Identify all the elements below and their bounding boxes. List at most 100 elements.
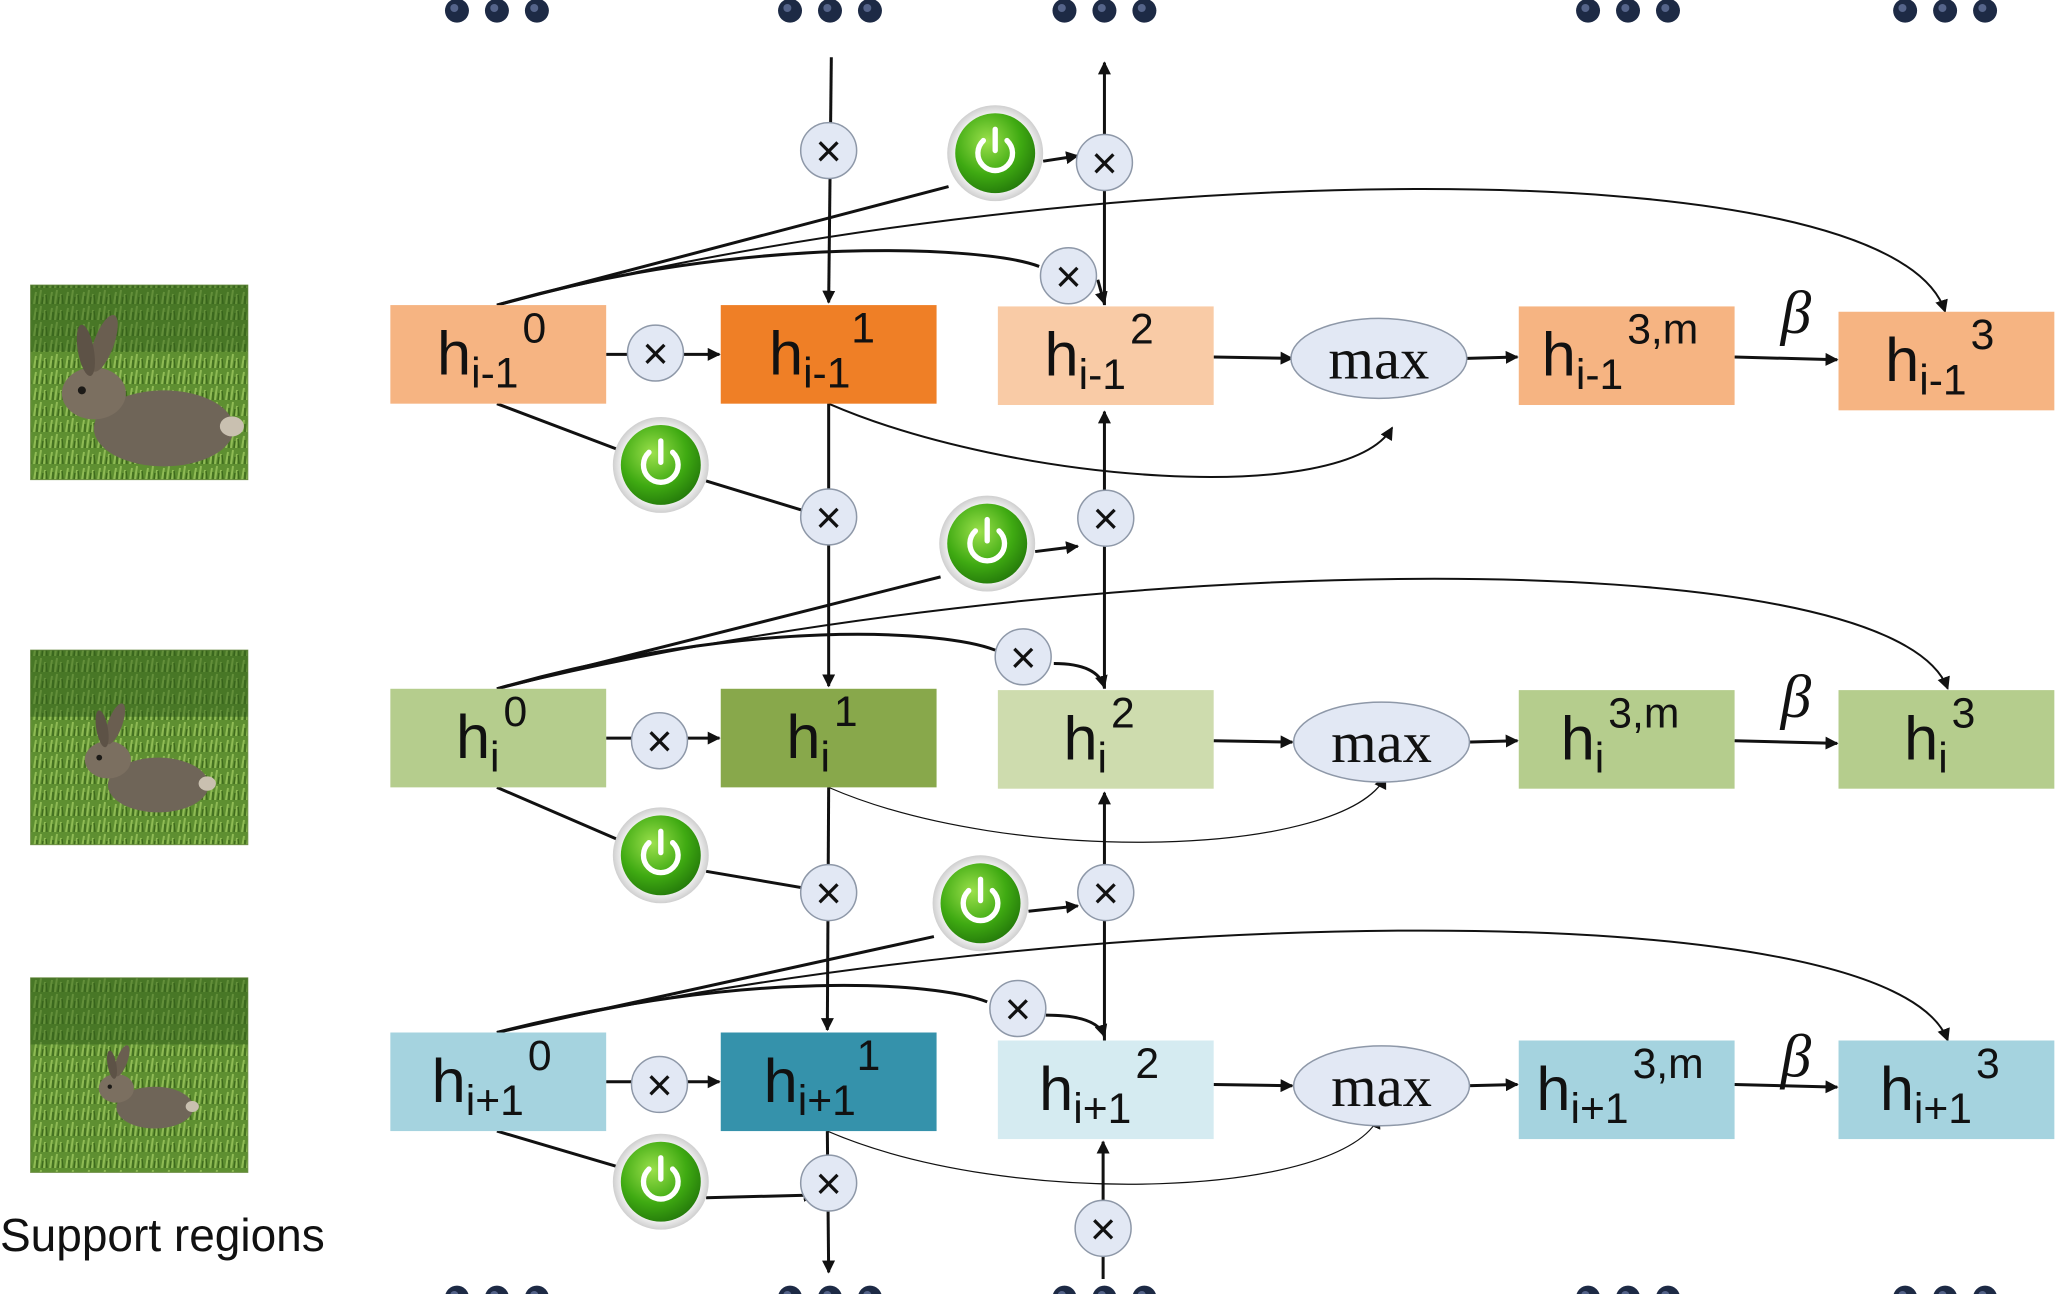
hidden-state-hi+1-3,m: hi+13,m [1518,1040,1735,1140]
multiply-icon: × [799,121,858,180]
svg-text:hi-11: hi-11 [769,304,875,397]
gate-output-arrow [1028,900,1080,914]
multiply-icon: × [1074,1199,1132,1258]
svg-text:×: × [1093,868,1119,919]
ellipsis-dots [1893,1285,1997,1294]
rabbit-icon [61,314,244,467]
skip-curve-arrow [496,188,1948,313]
skip-curve-arrow [496,577,1950,690]
ellipsis-dots [778,1285,882,1294]
rabbit-region-medium [30,649,249,846]
svg-text:hi2: hi2 [1063,689,1134,782]
max-pool-node: max [1292,701,1471,783]
power-icon [932,855,1029,952]
gate-output-arrow [1034,541,1080,555]
multiply-icon: × [1075,133,1134,192]
gate-input-line [496,785,625,844]
h1-to-max-curve [828,402,1394,478]
multiply-icon: × [1077,489,1135,547]
multiply-icon: × [799,863,858,922]
svg-text:×: × [1055,251,1081,302]
svg-text:×: × [815,492,841,543]
svg-text:hi-12: hi-12 [1045,306,1154,399]
fan-line [496,983,988,1034]
gate-output-arrow [705,869,817,895]
hidden-state-hi-0: hi0 [390,688,607,788]
ellipsis-dots [1053,1285,1156,1294]
h3m-to-h3-arrow [1734,736,1839,750]
hidden-state-hi+1-3: hi+13 [1838,1040,2055,1140]
hidden-state-hi-3: hi3 [1838,689,2055,789]
multiply-icon: × [1077,863,1135,922]
h1-to-max-curve [827,1115,1381,1185]
hidden-state-hi+1-2: hi+12 [997,1040,1214,1140]
fan-line [496,249,1040,307]
hidden-state-hi-1-3,m: hi-13,m [1518,306,1735,406]
beta-label: β [1780,663,1812,731]
rabbit-icon [84,703,216,813]
gate-output-arrow [706,1188,817,1202]
multiply-icon: × [994,628,1052,686]
svg-text:max: max [1331,1054,1432,1119]
multiply-icon: × [630,1055,689,1114]
multiply-icon: × [989,979,1047,1038]
max-to-h3m-arrow [1466,1078,1519,1092]
hidden-state-hi+1-0: hi+10 [390,1032,607,1132]
svg-text:max: max [1328,326,1429,391]
multiply-icon: × [799,1154,858,1212]
svg-text:×: × [815,1158,841,1209]
max-to-h3m-arrow [1466,350,1519,364]
svg-text:hi3,m: hi3,m [1561,689,1680,782]
svg-text:hi+10: hi+10 [432,1032,552,1125]
svg-text:hi+12: hi+12 [1039,1040,1159,1133]
max-to-h3m-arrow [1466,734,1519,748]
h3m-to-h3-arrow [1734,1080,1839,1094]
svg-text:×: × [642,328,668,379]
svg-text:hi-13,m: hi-13,m [1542,306,1699,399]
ellipsis-dots [1576,0,1680,23]
skip-curve-arrow [496,929,1950,1042]
hidden-state-hi-3,m: hi3,m [1518,689,1735,789]
hidden-state-hi-1-1: hi-11 [720,304,937,404]
svg-text:hi-10: hi-10 [437,304,546,397]
svg-text:×: × [1010,632,1036,683]
max-pool-node: max [1292,1045,1471,1127]
rabbit-region-small [30,977,249,1173]
svg-text:×: × [815,868,841,919]
ellipsis-dots [1893,0,1998,23]
gate-input-line [496,1129,624,1170]
svg-text:hi1: hi1 [786,688,857,781]
power-icon [947,105,1044,202]
power-icon [612,416,709,513]
hidden-state-hi+1-1: hi+11 [720,1032,937,1132]
hidden-state-hi-2: hi2 [997,689,1214,789]
ellipsis-dots [444,0,549,23]
h2-to-max-arrow [1213,735,1294,749]
svg-text:×: × [1093,493,1119,544]
hidden-state-hi-1-2: hi-12 [997,306,1214,406]
svg-text:max: max [1331,710,1432,775]
power-icon [939,495,1036,592]
rabbit-icon [98,1045,199,1129]
beta-label: β [1780,279,1812,347]
fan-arrow [1053,661,1108,689]
svg-text:hi+13: hi+13 [1880,1040,2000,1133]
h1-to-max-curve [828,775,1387,843]
h2-to-max-arrow [1213,1079,1294,1093]
power-icon [612,1133,709,1230]
svg-text:hi+13,m: hi+13,m [1536,1040,1703,1133]
svg-text:hi-13: hi-13 [1885,311,1994,404]
ellipsis-dots [445,1285,549,1294]
rabbit-region-large [30,284,249,481]
svg-text:×: × [815,126,841,177]
multiply-icon: × [630,712,689,770]
fan-arrow [1045,1013,1108,1038]
h3m-to-h3-arrow [1734,352,1839,366]
svg-text:hi+11: hi+11 [764,1032,881,1125]
ellipsis-dots [1576,1285,1680,1294]
svg-text:×: × [646,716,672,767]
svg-text:×: × [1091,138,1117,189]
svg-text:×: × [1005,984,1031,1035]
beta-label: β [1780,1022,1812,1090]
